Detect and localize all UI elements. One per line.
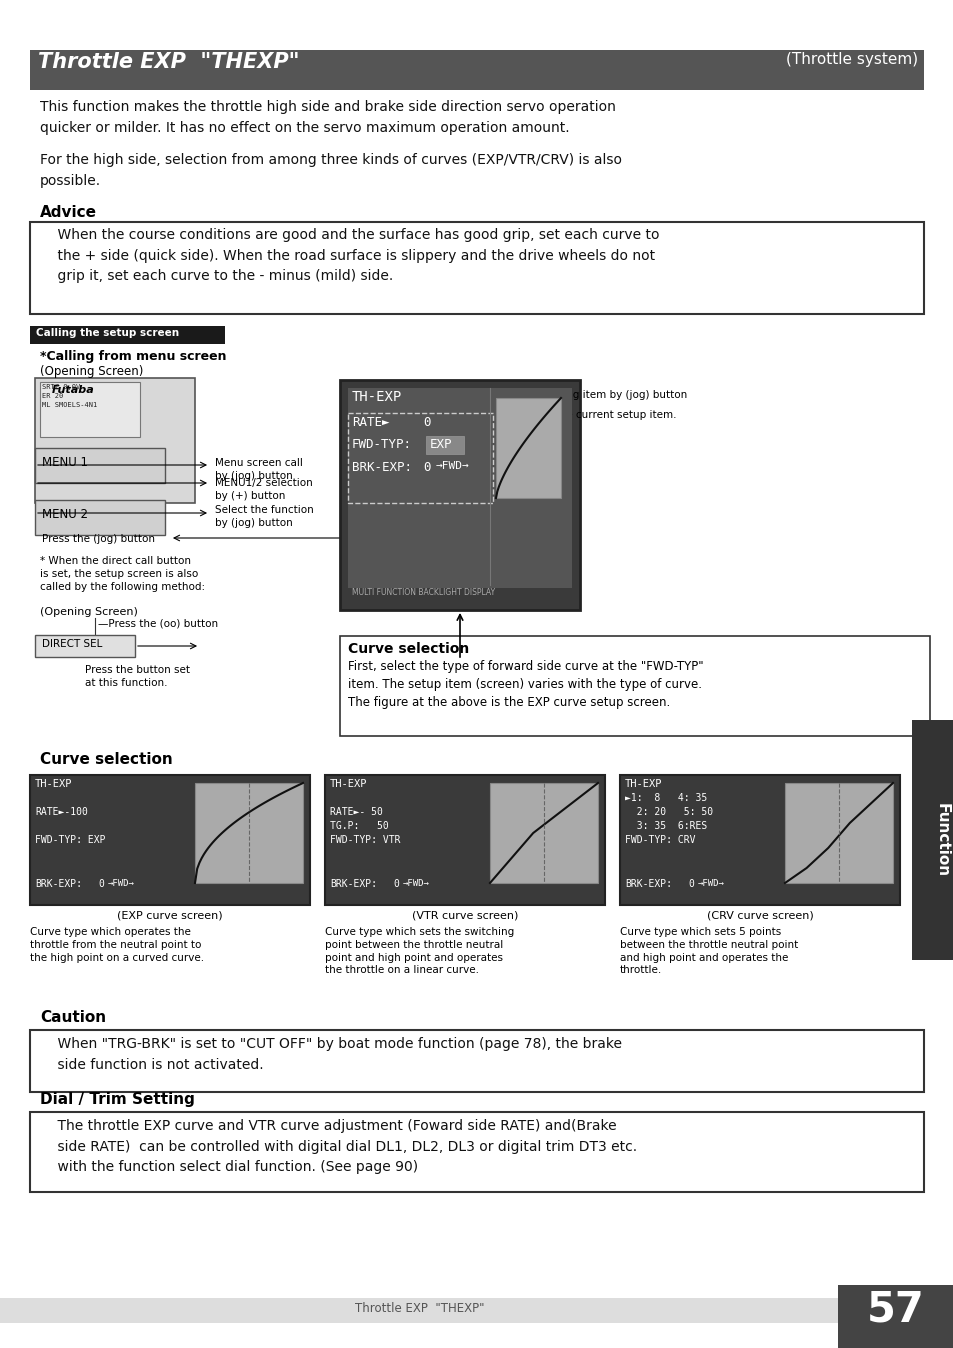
Text: (Opening Screen): (Opening Screen) (40, 607, 138, 617)
Text: Caution: Caution (40, 1010, 106, 1024)
Text: Throttle EXP  "THEXP": Throttle EXP "THEXP" (38, 53, 299, 71)
Text: Curve type which operates the
throttle from the neutral point to
the high point : Curve type which operates the throttle f… (30, 927, 204, 962)
Text: 57: 57 (866, 1287, 924, 1330)
Text: FWD-TYP:: FWD-TYP: (352, 438, 412, 452)
Text: →FWD→: →FWD→ (698, 879, 724, 888)
Text: →FWD→: →FWD→ (108, 879, 134, 888)
Text: Calling the setup screen: Calling the setup screen (36, 328, 179, 338)
Text: *Calling from menu screen: *Calling from menu screen (40, 350, 226, 363)
Text: TH-EXP: TH-EXP (330, 779, 367, 789)
Bar (30, 50, 923, 90)
Bar (325, 775, 604, 905)
Text: Curve selection: Curve selection (348, 642, 469, 656)
Text: ER 20: ER 20 (42, 394, 63, 399)
Text: MENU 1: MENU 1 (42, 456, 88, 469)
Text: RATE►- 50: RATE►- 50 (330, 807, 382, 817)
Text: 3: 35  6:RES: 3: 35 6:RES (624, 821, 706, 830)
Text: Function: Function (934, 803, 948, 878)
Text: 0: 0 (422, 417, 430, 429)
Bar (30, 222, 923, 314)
Text: When "TRG-BRK" is set to "CUT OFF" by boat mode function (page 78), the brake
  : When "TRG-BRK" is set to "CUT OFF" by bo… (40, 1037, 621, 1072)
Bar (194, 783, 303, 883)
Text: Advice: Advice (40, 205, 97, 220)
Text: (VTR curve screen): (VTR curve screen) (412, 911, 517, 921)
Bar (496, 398, 560, 497)
Text: MENU1/2 selection
by (+) button: MENU1/2 selection by (+) button (214, 479, 313, 501)
Text: →FWD→: →FWD→ (402, 879, 430, 888)
Text: BRK-EXP:: BRK-EXP: (624, 879, 671, 888)
Bar (35, 635, 135, 656)
Text: (CRV curve screen): (CRV curve screen) (706, 911, 813, 921)
Bar (348, 412, 493, 503)
Text: RATE►-100: RATE►-100 (35, 807, 88, 817)
Text: Curve type which sets 5 points
between the throttle neutral point
and high point: Curve type which sets 5 points between t… (619, 927, 798, 976)
Text: DIRECT SEL: DIRECT SEL (42, 639, 102, 648)
Text: Throttle EXP  "THEXP": Throttle EXP "THEXP" (355, 1302, 484, 1316)
Text: ML SMOELS-4N1: ML SMOELS-4N1 (42, 402, 97, 408)
Bar (911, 720, 953, 960)
Bar (0, 1298, 837, 1322)
Text: BRK-EXP:: BRK-EXP: (330, 879, 376, 888)
Text: BRK-EXP:: BRK-EXP: (352, 461, 412, 474)
Text: 0: 0 (393, 879, 398, 888)
Text: EXP: EXP (430, 438, 452, 452)
Text: First, select the type of forward side curve at the "FWD-TYP"
item. The setup it: First, select the type of forward side c… (348, 661, 703, 709)
Text: 0: 0 (687, 879, 693, 888)
Text: MULTI FUNCTION BACKLIGHT DISPLAY: MULTI FUNCTION BACKLIGHT DISPLAY (352, 588, 495, 597)
Text: RATE►: RATE► (352, 417, 389, 429)
Text: The throttle EXP curve and VTR curve adjustment (Foward side RATE) and(Brake
   : The throttle EXP curve and VTR curve adj… (40, 1119, 637, 1174)
Text: ►1:  8   4: 35: ►1: 8 4: 35 (624, 793, 706, 803)
Text: Press the (jog) button: Press the (jog) button (42, 534, 154, 545)
Text: * ) blinks at the current setup item.: * ) blinks at the current setup item. (492, 410, 676, 421)
Bar (837, 1285, 953, 1348)
Text: 0: 0 (98, 879, 104, 888)
Text: —Press the (oo) button: —Press the (oo) button (98, 617, 218, 628)
Bar (30, 1030, 923, 1092)
Bar (490, 783, 598, 883)
Text: MENU 2: MENU 2 (42, 508, 88, 520)
Text: TH-EXP: TH-EXP (624, 779, 661, 789)
Text: FWD-TYP: EXP: FWD-TYP: EXP (35, 834, 106, 845)
Text: TG.P:   50: TG.P: 50 (330, 821, 388, 830)
Bar (35, 448, 165, 483)
Bar (35, 500, 165, 535)
Text: 2: 20   5: 50: 2: 20 5: 50 (624, 807, 713, 817)
Text: This function makes the throttle high side and brake side direction servo operat: This function makes the throttle high si… (40, 100, 616, 135)
Text: Curve type which sets the switching
point between the throttle neutral
point and: Curve type which sets the switching poin… (325, 927, 514, 976)
Text: (EXP curve screen): (EXP curve screen) (117, 911, 223, 921)
Text: Curve selection: Curve selection (40, 752, 172, 767)
Text: FWD-TYP: VTR: FWD-TYP: VTR (330, 834, 400, 845)
Text: TH-EXP: TH-EXP (352, 390, 402, 404)
Text: For the high side, selection from among three kinds of curves (EXP/VTR/CRV) is a: For the high side, selection from among … (40, 154, 621, 187)
Text: Select the function
by (jog) button: Select the function by (jog) button (214, 506, 314, 528)
Text: 0: 0 (422, 461, 430, 474)
Bar (30, 1112, 923, 1192)
Text: Menu screen call
by (jog) button: Menu screen call by (jog) button (214, 458, 302, 481)
Text: (Opening Screen): (Opening Screen) (40, 365, 143, 377)
Bar (426, 435, 463, 454)
Bar (348, 388, 572, 588)
Text: (Throttle system): (Throttle system) (785, 53, 917, 67)
Text: →FWD→: →FWD→ (436, 461, 469, 470)
Bar (339, 636, 929, 736)
Text: Press the button set
at this function.: Press the button set at this function. (85, 665, 190, 689)
Bar (30, 326, 225, 344)
Text: *Select the setting item by (jog) button: *Select the setting item by (jog) button (481, 390, 686, 400)
Text: Dial / Trim Setting: Dial / Trim Setting (40, 1092, 194, 1107)
Bar (40, 381, 140, 437)
Bar (784, 783, 892, 883)
Text: * When the direct call button
is set, the setup screen is also
called by the fol: * When the direct call button is set, th… (40, 555, 205, 592)
Text: TH-EXP: TH-EXP (35, 779, 72, 789)
Text: Futaba: Futaba (52, 386, 94, 395)
Bar (339, 380, 579, 611)
Bar (35, 377, 194, 503)
Bar (619, 775, 899, 905)
Text: SRTZ 0,0V: SRTZ 0,0V (42, 384, 80, 390)
Bar (30, 775, 310, 905)
Text: FWD-TYP: CRV: FWD-TYP: CRV (624, 834, 695, 845)
Text: When the course conditions are good and the surface has good grip, set each curv: When the course conditions are good and … (40, 228, 659, 283)
Text: BRK-EXP:: BRK-EXP: (35, 879, 82, 888)
